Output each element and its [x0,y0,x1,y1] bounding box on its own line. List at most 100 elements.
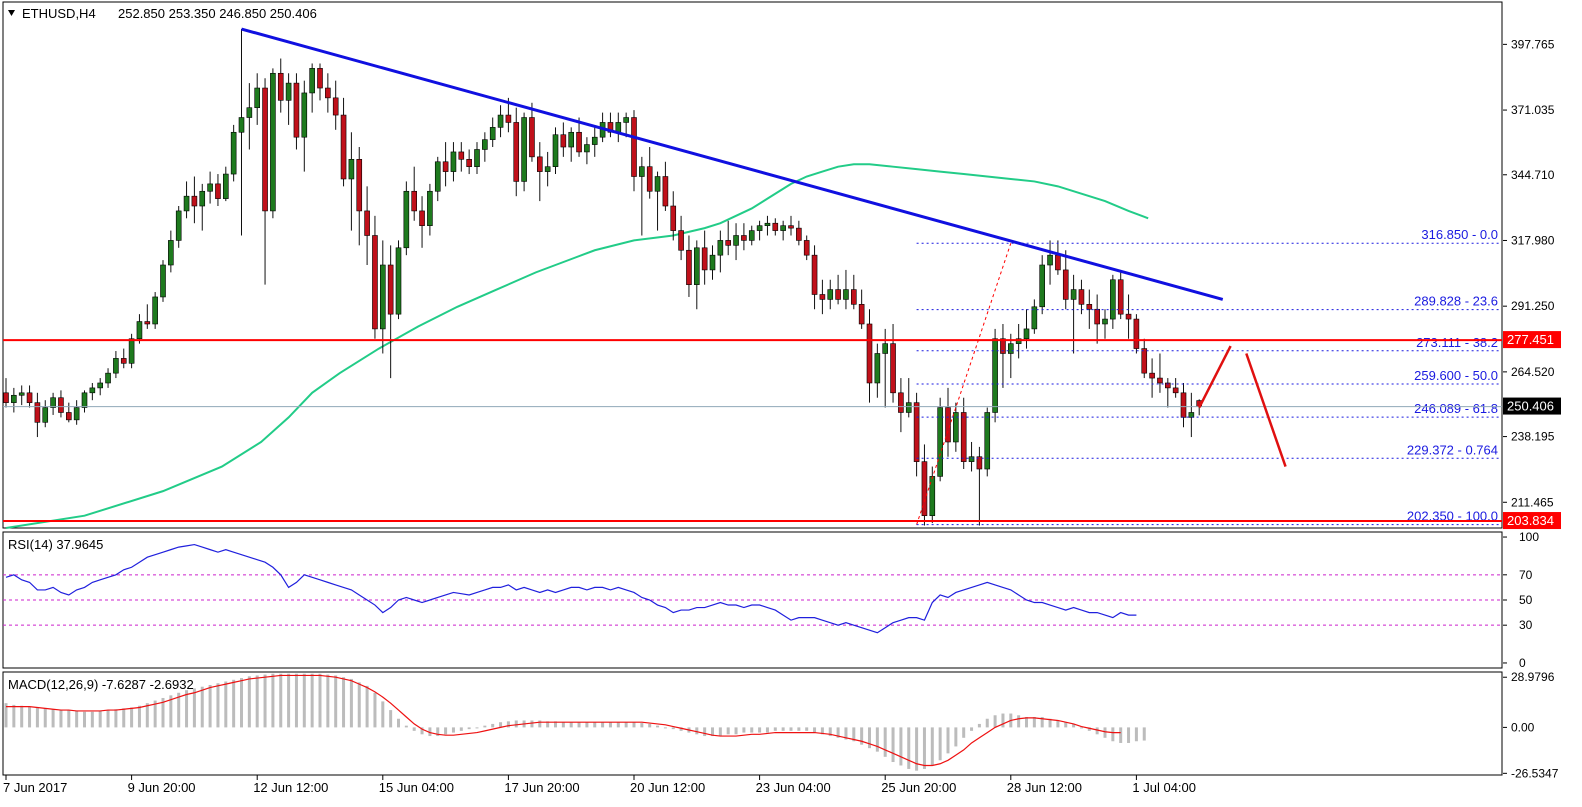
macd-histogram-bar [1127,727,1131,743]
candle-body [788,225,794,229]
macd-histogram-bar [993,715,997,728]
candle-body [843,289,849,300]
time-tick-label: 20 Jun 12:00 [630,780,705,795]
macd-histogram-bar [192,688,196,728]
moving-average-line [5,163,1149,529]
candle-body [968,456,975,462]
time-tick-label: 7 Jun 2017 [3,780,67,795]
candle-body [741,235,747,241]
macd-panel-frame [2,671,1503,776]
candle-body [340,114,347,180]
macd-histogram-bar [506,721,510,728]
macd-histogram-bar [624,722,628,728]
candle-body [450,151,457,172]
candle-body [152,296,158,325]
candle-body [560,134,567,148]
candle-body [1172,387,1179,394]
candle-body [591,136,598,145]
time-tick-label: 25 Jun 20:00 [881,780,956,795]
price-tick-label: 397.765 [1511,37,1555,51]
chart-header: ETHUSD,H4 252.850 253.350 246.850 250.40… [8,6,317,21]
macd-histogram-bar [185,690,189,728]
fib-level-label: 273.111 - 38.2 [1416,335,1498,350]
candle-body [285,82,292,101]
candle-body [387,264,394,315]
candle-body [379,264,386,330]
macd-histogram-bar [389,710,393,728]
macd-histogram-bar [467,727,471,730]
candle-body [348,159,355,180]
candle-body [850,289,857,305]
candle-body [58,397,64,413]
candle-body [1062,269,1069,300]
macd-histogram-bar [1103,727,1107,738]
rsi-panel[interactable]: 100 70 50 30 0 RSI(14) 37.9645 [2,530,1539,670]
candle-body [796,227,802,241]
candle-body [1165,382,1171,389]
candle-body [992,338,998,413]
macd-histogram-bar [985,718,989,728]
macd-histogram-bar [773,727,777,731]
candle-body [670,205,677,231]
macd-histogram-bar [1119,727,1123,743]
macd-histogram-bar [1072,723,1076,728]
macd-histogram-bar [1032,717,1036,728]
candle-body [1188,412,1195,418]
macd-histogram-bar [860,727,864,745]
candle-body [905,402,912,413]
macd-panel[interactable]: 28.9796 0.00 -26.5347 MACD(12,26,9) -7.628… [2,670,1559,780]
candle-body [1023,328,1030,340]
macd-histogram-bar [232,679,236,728]
macd-histogram-bar [1064,722,1068,728]
level-price-tag [1503,512,1561,530]
macd-histogram-bar [891,727,895,763]
macd-tick-label: -26.5347 [1511,766,1559,780]
macd-histogram-bar [357,682,361,728]
macd-histogram-bar [114,709,118,728]
macd-label: MACD(12,26,9) -7.6287 -2.6932 [8,677,194,692]
macd-histogram-bar [334,675,338,728]
macd-histogram-bar [538,720,542,728]
macd-histogram-bar [216,683,220,728]
level-price-tag-label: 277.451 [1507,332,1554,347]
candle-body [874,353,881,384]
price-tick-label: 264.520 [1511,365,1555,379]
candle-body [332,97,339,116]
candle-body [11,394,17,403]
candle-body [1070,289,1077,300]
price-panel-frame [2,1,1503,529]
symbol-label: ETHUSD,H4 [22,6,96,21]
macd-histogram-bar [302,673,306,728]
candle-body [1141,348,1148,374]
macd-histogram-bar [381,701,385,728]
candle-body [568,131,575,148]
macd-histogram-bar [444,727,448,735]
fib-level-label: 259.600 - 50.0 [1414,368,1498,383]
macd-histogram-bar [1142,727,1146,741]
price-tick-label: 317.980 [1511,233,1555,247]
candle-body [1102,318,1108,325]
macd-histogram-bar [177,692,181,728]
price-tick-label: 211.465 [1511,495,1554,509]
candle-body [772,222,779,231]
candle-body [898,392,904,413]
macd-histogram-bar [67,710,71,728]
candle-body [395,247,402,315]
macd-histogram-bar [436,727,440,737]
macd-histogram-bar [711,727,714,737]
forecast-arrow-down [1245,353,1287,467]
candle-body [136,321,143,340]
dropdown-triangle-icon[interactable] [8,10,15,16]
descending-trendline [241,27,1224,301]
candle-body [615,122,622,133]
candle-body [26,392,33,403]
price-panel[interactable]: 316.850 - 0.0 289.828 - 23.6 273.111 - 38.… [2,1,1561,530]
candle-body [223,173,229,199]
candle-body [1039,264,1045,308]
candle-body [215,183,221,199]
candle-body [419,210,425,226]
macd-histogram-bar [781,727,785,731]
macd-histogram-bar [844,727,848,740]
macd-histogram-bar [820,727,824,735]
